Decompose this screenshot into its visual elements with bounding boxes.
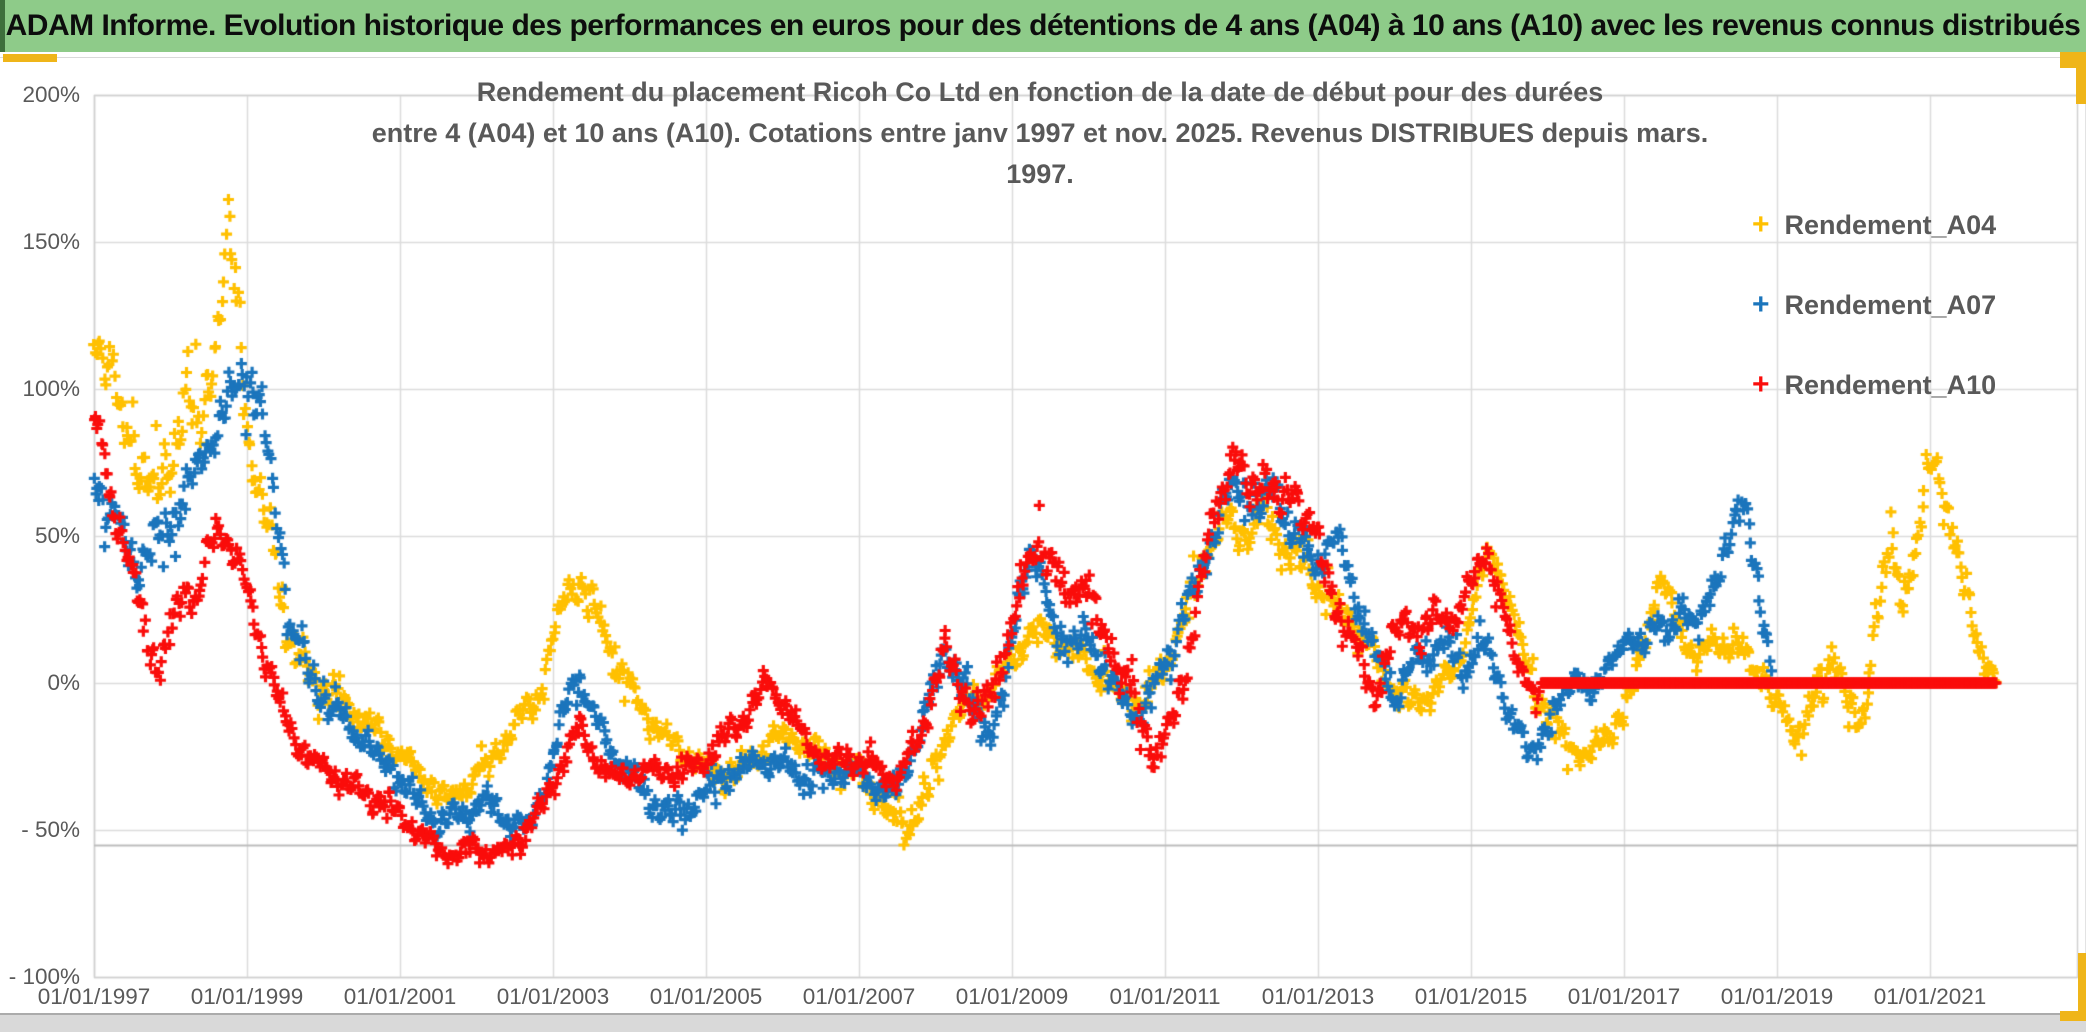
gold-accent-top-right-strip [2076,52,2086,104]
x-axis-tick-label: 01/01/2021 [1873,984,1987,1009]
x-axis-tick-label: 01/01/2019 [1720,984,1834,1009]
plus-marker-icon: + [1752,288,1770,321]
x-axis-tick-label: 01/01/2017 [1567,984,1681,1009]
x-axis-tick-label: 01/01/1999 [190,984,304,1009]
report-header-title: ADAM Informe. Evolution historique des p… [5,9,2081,42]
x-axis-tick-label: 01/01/2013 [1261,984,1375,1009]
x-axis-tick-label: 01/01/2009 [955,984,1069,1009]
window-bottom-bar[interactable] [0,1015,2086,1032]
y-axis-tick-label: 200% [22,82,80,107]
gold-accent-bottom-right-bar [2060,1011,2086,1021]
window-bottom-divider [0,1013,2086,1015]
y-axis-tick-label: 150% [22,229,80,254]
y-axis-tick-label: 100% [22,376,80,401]
y-axis-tick-label: - 100% [8,964,80,989]
legend-item-label: Rendement_A07 [1784,289,1997,320]
report-header: ADAM Informe. Evolution historique des p… [0,0,2086,52]
x-axis-tick-label: 01/01/2011 [1109,984,1221,1009]
x-axis-tick-label: 01/01/2005 [649,984,763,1009]
plus-marker-icon: + [1752,368,1770,401]
chart-title: Rendement du placement Ricoh Co Ltd en f… [340,72,1740,195]
legend-item-a10[interactable]: + Rendement_A10 [1752,365,1996,405]
legend-item-a04[interactable]: + Rendement_A04 [1752,205,1996,245]
legend-item-label: Rendement_A10 [1784,369,1997,400]
x-axis-tick-label: 01/01/2003 [496,984,610,1009]
legend-item-label: Rendement_A04 [1784,209,1997,240]
x-axis-tick-label: 01/01/1997 [37,984,151,1009]
y-axis-tick-label: 50% [34,523,80,548]
plus-marker-icon: + [1752,208,1770,241]
y-axis-tick-label: 0% [47,670,80,695]
gold-accent-bottom-right-strip [2078,953,2086,1021]
gold-accent-top-left [3,54,57,62]
x-axis-tick-label: 01/01/2007 [802,984,916,1009]
chart-title-line1: Rendement du placement Ricoh Co Ltd en f… [476,77,1604,107]
header-left-green-strip [0,0,5,52]
y-axis-tick-label: - 50% [21,817,80,842]
legend-item-a07[interactable]: + Rendement_A07 [1752,285,1996,325]
chart-title-line2: entre 4 (A04) et 10 ans (A10). Cotations… [371,118,1709,189]
x-axis-tick-label: 01/01/2015 [1414,984,1528,1009]
x-axis-tick-label: 01/01/2001 [343,984,457,1009]
